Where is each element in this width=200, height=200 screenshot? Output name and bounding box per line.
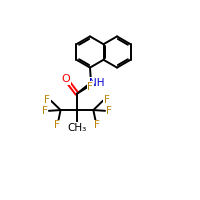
Text: CH₃: CH₃ (67, 123, 87, 133)
Text: F: F (42, 106, 48, 116)
Text: F: F (44, 95, 50, 105)
Text: F: F (54, 120, 60, 130)
Text: O: O (61, 74, 70, 84)
Text: F: F (104, 95, 110, 105)
Text: F: F (87, 82, 93, 92)
Text: F: F (106, 106, 112, 116)
Text: F: F (94, 120, 100, 130)
Text: NH: NH (89, 78, 104, 88)
